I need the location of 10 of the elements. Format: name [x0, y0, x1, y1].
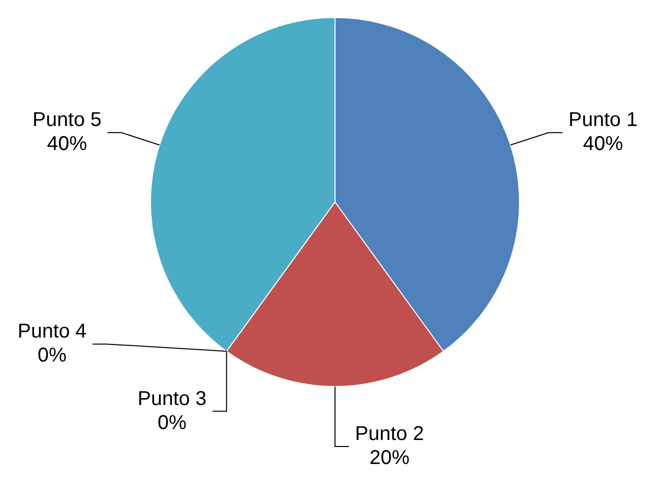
category-label: Punto 4 — [18, 320, 87, 343]
text: 0% — [158, 412, 187, 434]
data-label: 40% — [47, 133, 88, 156]
category-label: Punto 3 — [138, 388, 207, 410]
text: 0% — [38, 344, 67, 367]
data-label: 40% — [582, 133, 624, 156]
slice-label: Punto 2 — [354, 423, 424, 446]
slice-label: Punto 1 — [568, 109, 638, 132]
data-label: 20% — [369, 447, 410, 470]
slice-label: Punto 5 — [32, 109, 102, 132]
